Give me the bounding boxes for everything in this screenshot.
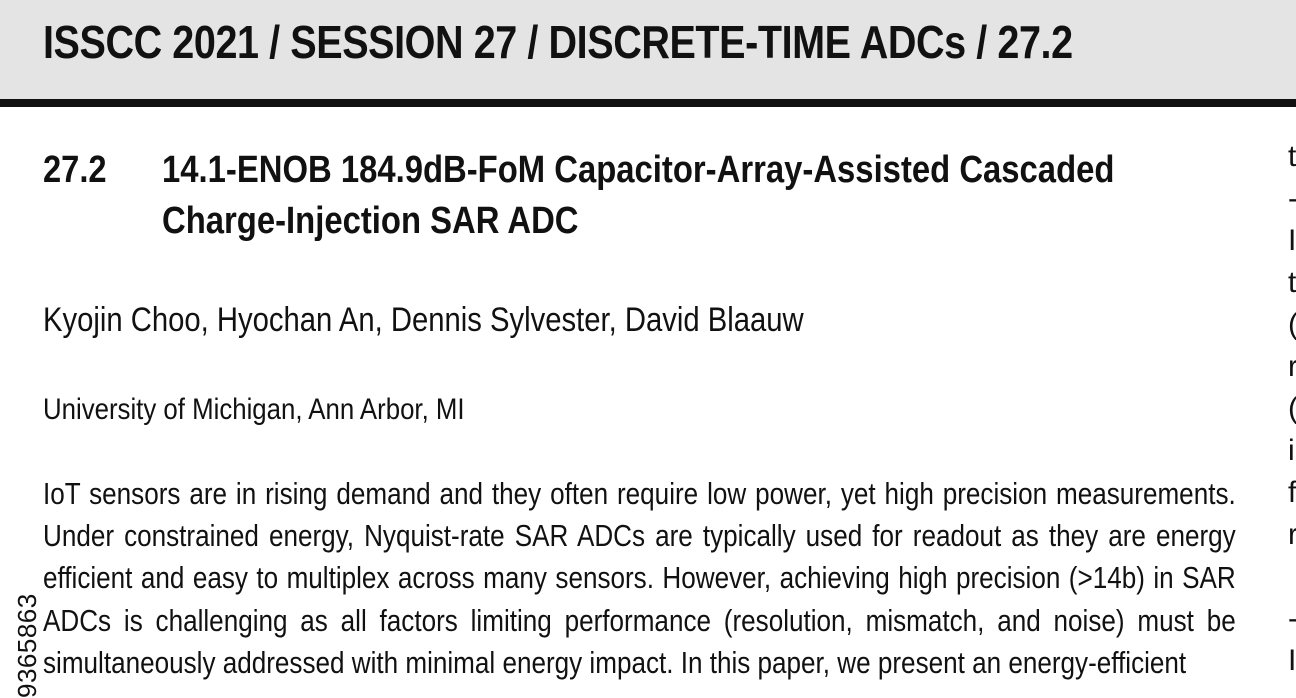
author-list: Kyojin Choo, Hyochan An, Dennis Sylveste… — [43, 301, 804, 339]
right-column-line: - — [1288, 182, 1296, 216]
paper-title: 14.1-ENOB 184.9dB-FoM Capacitor-Array-As… — [162, 149, 1115, 242]
right-column-line: - — [1288, 602, 1296, 636]
right-column-line: f — [1288, 476, 1296, 509]
paper-number: 27.2 — [43, 149, 107, 191]
affiliation: University of Michigan, Ann Arbor, MI — [43, 393, 465, 426]
right-column-line: I — [1288, 644, 1296, 677]
right-column-line: r — [1288, 350, 1296, 383]
header-divider — [0, 99, 1296, 107]
session-header-title: ISSCC 2021 / SESSION 27 / DISCRETE-TIME … — [43, 16, 1073, 68]
right-column-line: t — [1288, 140, 1296, 173]
right-column-line: r — [1288, 518, 1296, 551]
right-column-line: ( — [1288, 392, 1296, 426]
right-column-line: ( — [1288, 308, 1296, 342]
abstract-body: IoT sensors are in rising demand and the… — [43, 477, 1236, 680]
right-column-line: i — [1288, 434, 1295, 467]
right-column-clipped-text: t - I t ( r ( i f r - I — [1288, 140, 1296, 698]
margin-document-id: 9365863 — [12, 593, 42, 698]
session-header-band — [0, 0, 1296, 99]
right-column-line: t — [1288, 266, 1296, 299]
right-column-line: I — [1288, 224, 1296, 257]
